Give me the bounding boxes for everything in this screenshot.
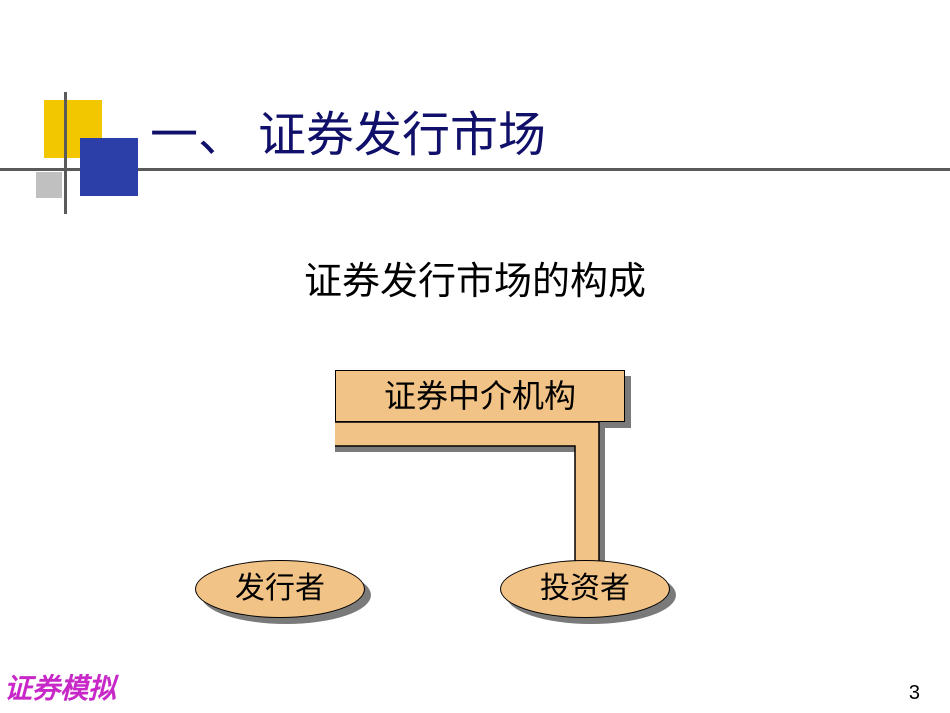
- blue-square: [80, 138, 138, 196]
- intermediary-box-wrap: 证券中介机构: [335, 370, 625, 422]
- investor-ellipse-wrap: 投资者: [500, 560, 670, 618]
- structure-diagram: 证券中介机构 发行者 投资者: [0, 370, 950, 630]
- slide-title: 一、 证券发行市场: [150, 110, 546, 163]
- decorative-motif: [36, 100, 156, 220]
- issuer-ellipse-wrap: 发行者: [195, 560, 365, 618]
- bracket-connector: [335, 422, 625, 577]
- investor-ellipse: 投资者: [500, 560, 670, 618]
- vertical-line: [64, 92, 67, 214]
- page-number: 3: [909, 682, 920, 705]
- horizontal-line: [0, 168, 950, 171]
- intermediary-box: 证券中介机构: [335, 370, 625, 422]
- slide: 一、 证券发行市场 证券发行市场的构成 证券中介机构 发行者 投资者: [0, 0, 950, 713]
- slide-subtitle: 证券发行市场的构成: [0, 250, 950, 305]
- issuer-ellipse: 发行者: [195, 560, 365, 618]
- gray-square: [36, 172, 62, 198]
- footer-label: 证券模拟: [4, 667, 116, 707]
